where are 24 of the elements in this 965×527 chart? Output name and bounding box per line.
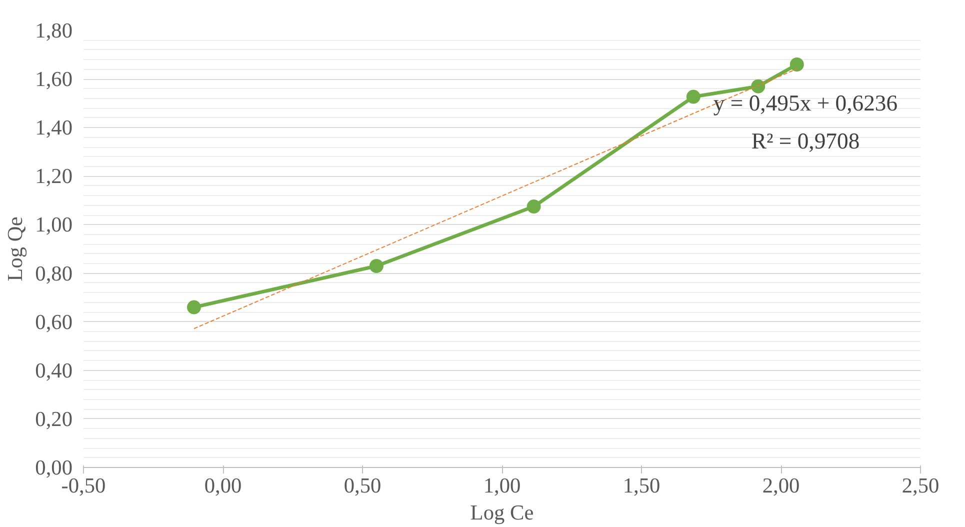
y-tick-label: 0,80 xyxy=(35,261,73,286)
x-tick-label: 1,50 xyxy=(622,474,660,498)
y-tick-label: 1,20 xyxy=(35,164,73,188)
y-tick-label: 0,40 xyxy=(35,358,73,382)
y-tick-label: 1,60 xyxy=(35,67,73,92)
x-tick-label: 2,00 xyxy=(762,474,800,498)
x-axis-title: Log Ce xyxy=(470,500,534,524)
x-tick-label: 1,00 xyxy=(483,474,521,498)
point xyxy=(751,79,766,94)
point xyxy=(790,58,804,72)
y-tick-label: 0,20 xyxy=(35,406,73,431)
y-tick-label: 0,60 xyxy=(35,310,73,334)
point xyxy=(369,259,384,273)
y-tick-label: 1,80 xyxy=(35,18,73,42)
point xyxy=(186,300,201,314)
point xyxy=(686,90,700,104)
y-axis-title: Log Qe xyxy=(3,216,28,282)
x-tick-label: 0,50 xyxy=(344,474,382,498)
annotation: R² = 0,9708 xyxy=(751,128,860,154)
y-tick-label: 1,00 xyxy=(35,212,73,237)
x-tick-label: 0,00 xyxy=(204,474,242,498)
point xyxy=(526,200,541,214)
y-tick-label: 1,40 xyxy=(35,116,73,140)
x-tick-label: 2,50 xyxy=(902,474,940,498)
